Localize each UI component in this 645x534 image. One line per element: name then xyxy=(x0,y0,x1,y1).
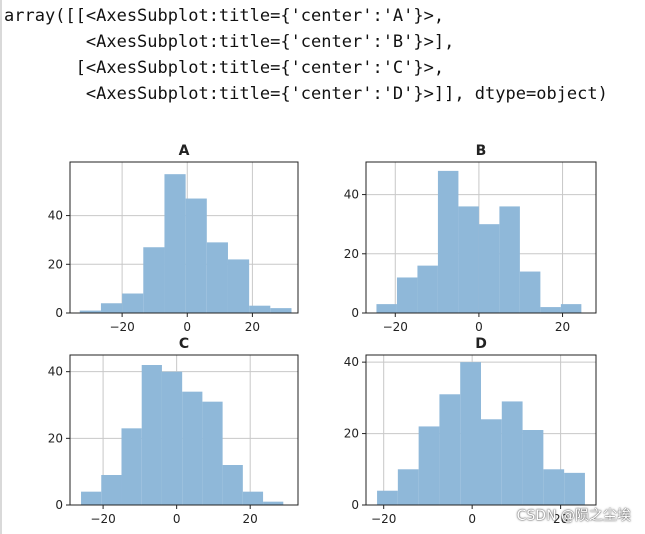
axes-frame xyxy=(365,161,597,314)
subplot-title: D xyxy=(475,336,487,352)
histogram-bar xyxy=(564,472,585,505)
y-tick-label: 40 xyxy=(344,188,359,202)
histogram-bar xyxy=(270,308,292,313)
histogram-bar xyxy=(227,259,250,313)
histogram-bar xyxy=(376,304,397,313)
histogram-bar xyxy=(143,247,165,313)
y-tick-label: 0 xyxy=(55,306,63,320)
x-tick-label: 20 xyxy=(245,320,260,334)
output-line-2: <AxesSubplot:title={'center':'B'}>], xyxy=(4,32,455,52)
histogram-bar xyxy=(161,371,183,505)
histogram-bar xyxy=(499,206,520,313)
subplot-title: A xyxy=(179,143,190,159)
axes-frame xyxy=(69,161,299,314)
histogram-bar xyxy=(560,304,582,313)
subplot-B: −20 0 20 0 20 40 B xyxy=(344,143,597,334)
output-line-1: array([[<AxesSubplot:title={'center':'A'… xyxy=(4,6,445,26)
histogram-bar xyxy=(519,271,541,313)
x-tick-label: −20 xyxy=(383,320,408,334)
histogram-bar xyxy=(377,490,398,505)
x-tick-label: 0 xyxy=(183,320,191,334)
y-tick-label: 0 xyxy=(351,306,359,320)
subplot-A: −20 0 20 0 20 40 A xyxy=(48,143,299,334)
histogram-bar xyxy=(458,206,479,313)
histogram-bar xyxy=(522,430,544,505)
histogram-bar xyxy=(164,174,186,313)
histogram-bar xyxy=(478,224,500,313)
histogram-bar xyxy=(418,426,440,505)
x-tick-label: 20 xyxy=(243,512,258,526)
cell-left-rule xyxy=(0,0,2,534)
output-line-3: [<AxesSubplot:title={'center':'C'}>, xyxy=(4,58,445,78)
histogram-bar xyxy=(417,265,438,313)
y-tick-label: 40 xyxy=(48,209,63,223)
histogram-bar xyxy=(101,475,122,505)
csdn-watermark: CSDN @陨之尘埃 xyxy=(516,508,631,524)
x-tick-label: −20 xyxy=(90,512,115,526)
x-tick-label: −20 xyxy=(109,320,134,334)
subplot-title: B xyxy=(476,143,487,159)
histogram-bar xyxy=(501,401,523,505)
histogram-bar xyxy=(222,465,243,505)
x-tick-label: 20 xyxy=(555,320,570,334)
histogram-bar xyxy=(141,365,162,505)
subplot-D: −20 0 20 0 20 40 D xyxy=(344,336,597,526)
axes-frame xyxy=(69,354,299,506)
histogram-bar xyxy=(202,401,223,505)
histogram-bar xyxy=(182,391,203,505)
histogram-bar xyxy=(481,419,502,505)
axes-frame xyxy=(365,354,597,506)
y-tick-label: 20 xyxy=(344,427,359,441)
histogram-bar xyxy=(206,242,228,313)
histogram-bar xyxy=(242,491,264,505)
y-tick-label: 40 xyxy=(344,355,359,369)
histogram-bar xyxy=(79,310,101,313)
y-tick-label: 20 xyxy=(344,247,359,261)
subplot-C: −20 0 20 0 20 40 C xyxy=(48,336,299,526)
histogram-bar xyxy=(185,198,207,313)
histogram-bar xyxy=(81,491,102,505)
x-tick-label: 0 xyxy=(468,512,476,526)
histogram-bar xyxy=(543,469,565,505)
histogram-bar xyxy=(263,501,284,505)
subplot-title: C xyxy=(179,336,189,352)
histogram-bar xyxy=(540,307,561,313)
cell-output-text: array([[<AxesSubplot:title={'center':'A'… xyxy=(4,3,608,107)
histogram-bar xyxy=(460,362,481,505)
histogram-bar xyxy=(396,277,418,313)
x-tick-label: 0 xyxy=(475,320,483,334)
histogram-bar xyxy=(437,170,459,313)
histogram-bar xyxy=(121,428,142,505)
x-tick-label: −20 xyxy=(371,512,396,526)
histogram-bar xyxy=(249,305,271,313)
histogram-bar xyxy=(122,293,144,313)
y-tick-label: 20 xyxy=(48,257,63,271)
x-tick-label: 0 xyxy=(173,512,181,526)
y-tick-label: 0 xyxy=(55,498,63,512)
histogram-bar xyxy=(397,469,419,505)
x-tick-label: 20 xyxy=(553,512,568,526)
y-tick-label: 40 xyxy=(48,365,63,379)
output-line-4: <AxesSubplot:title={'center':'D'}>]], dt… xyxy=(4,84,608,104)
y-tick-label: 20 xyxy=(48,431,63,445)
y-tick-label: 0 xyxy=(351,498,359,512)
histogram-bar xyxy=(100,303,123,313)
histogram-bar xyxy=(439,394,461,505)
